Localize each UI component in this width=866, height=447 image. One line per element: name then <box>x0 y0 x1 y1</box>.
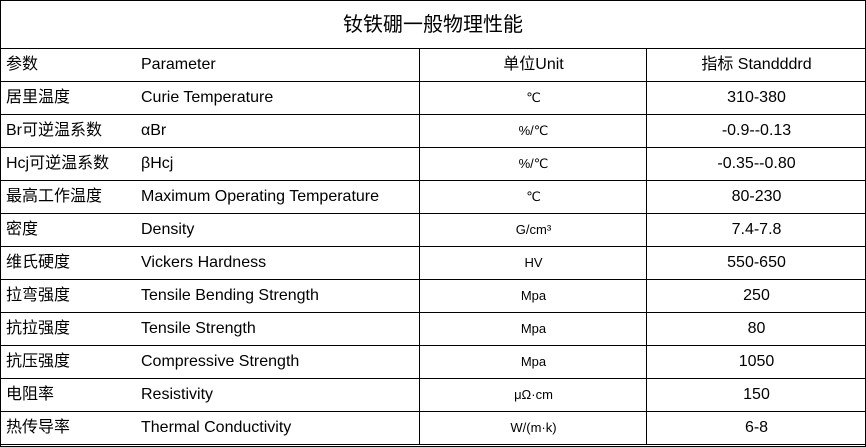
table-row: 拉弯强度 Tensile Bending Strength Mpa 250 <box>1 280 865 313</box>
param-cn: 抗压强度 <box>6 353 71 370</box>
standard: -0.9--0.13 <box>646 115 866 147</box>
standard: 550-650 <box>646 247 866 279</box>
standard: 250 <box>646 280 866 312</box>
table-row: 热传导率 Thermal Conductivity W/(m·k) 6-8 <box>1 412 865 445</box>
table-row: 电阻率 Resistivity μΩ·cm 150 <box>1 379 865 412</box>
table-row: Br可逆温系数 αBr %/℃ -0.9--0.13 <box>1 115 865 148</box>
unit: Mpa <box>419 313 647 345</box>
param-cn: 电阻率 <box>6 386 55 403</box>
param-en: Compressive Strength <box>141 353 300 370</box>
unit: ℃ <box>419 181 647 213</box>
param-en: Curie Temperature <box>141 89 274 106</box>
param-cn: 维氏硬度 <box>6 254 71 271</box>
header-param-en: Parameter <box>141 56 216 73</box>
unit: G/cm³ <box>419 214 647 246</box>
param-en: Thermal Conductivity <box>141 419 292 436</box>
standard: 310-380 <box>646 82 866 114</box>
unit: W/(m·k) <box>419 412 647 444</box>
header-param-cn: 参数 <box>6 56 39 73</box>
header-unit: 单位Unit <box>419 49 647 81</box>
param-en: βHcj <box>141 155 174 172</box>
param-en: Resistivity <box>141 386 214 403</box>
header-standard: 指标 Standddrd <box>646 49 866 81</box>
table-row: 居里温度 Curie Temperature ℃ 310-380 <box>1 82 865 115</box>
param-en: Density <box>141 221 195 238</box>
param-cn: 热传导率 <box>6 419 71 436</box>
unit: ℃ <box>419 82 647 114</box>
param-cn: Br可逆温系数 <box>6 122 103 139</box>
unit: %/℃ <box>419 115 647 147</box>
table-row: 密度 Density G/cm³ 7.4-7.8 <box>1 214 865 247</box>
standard: 150 <box>646 379 866 411</box>
param-cn: 抗拉强度 <box>6 320 71 337</box>
param-en: Tensile Bending Strength <box>141 287 319 304</box>
param-en: Tensile Strength <box>141 320 256 337</box>
table-title: 钕铁硼一般物理性能 <box>1 1 865 49</box>
param-cn: 居里温度 <box>6 89 71 106</box>
standard: 80 <box>646 313 866 345</box>
param-cn: 密度 <box>6 221 39 238</box>
unit: HV <box>419 247 647 279</box>
standard: 6-8 <box>646 412 866 444</box>
unit: μΩ·cm <box>419 379 647 411</box>
standard: 7.4-7.8 <box>646 214 866 246</box>
param-cn: 最高工作温度 <box>6 188 103 205</box>
header-row: 参数 Parameter 单位Unit 指标 Standddrd <box>1 49 865 82</box>
standard: -0.35--0.80 <box>646 148 866 180</box>
table-row: 最高工作温度 Maximum Operating Temperature ℃ 80-2… <box>1 181 865 214</box>
unit: %/℃ <box>419 148 647 180</box>
param-en: Vickers Hardness <box>141 254 267 271</box>
table-row: 维氏硬度 Vickers Hardness HV 550-650 <box>1 247 865 280</box>
unit: Mpa <box>419 280 647 312</box>
standard: 1050 <box>646 346 866 378</box>
param-en: Maximum Operating Temperature <box>141 188 380 205</box>
table-row: Hcj可逆温系数 βHcj %/℃ -0.35--0.80 <box>1 148 865 181</box>
table-row: 抗拉强度 Tensile Strength Mpa 80 <box>1 313 865 346</box>
param-cn: Hcj可逆温系数 <box>6 155 110 172</box>
unit: Mpa <box>419 346 647 378</box>
param-en: αBr <box>141 122 167 139</box>
standard: 80-230 <box>646 181 866 213</box>
param-cn: 拉弯强度 <box>6 287 71 304</box>
table-row: 抗压强度 Compressive Strength Mpa 1050 <box>1 346 865 379</box>
